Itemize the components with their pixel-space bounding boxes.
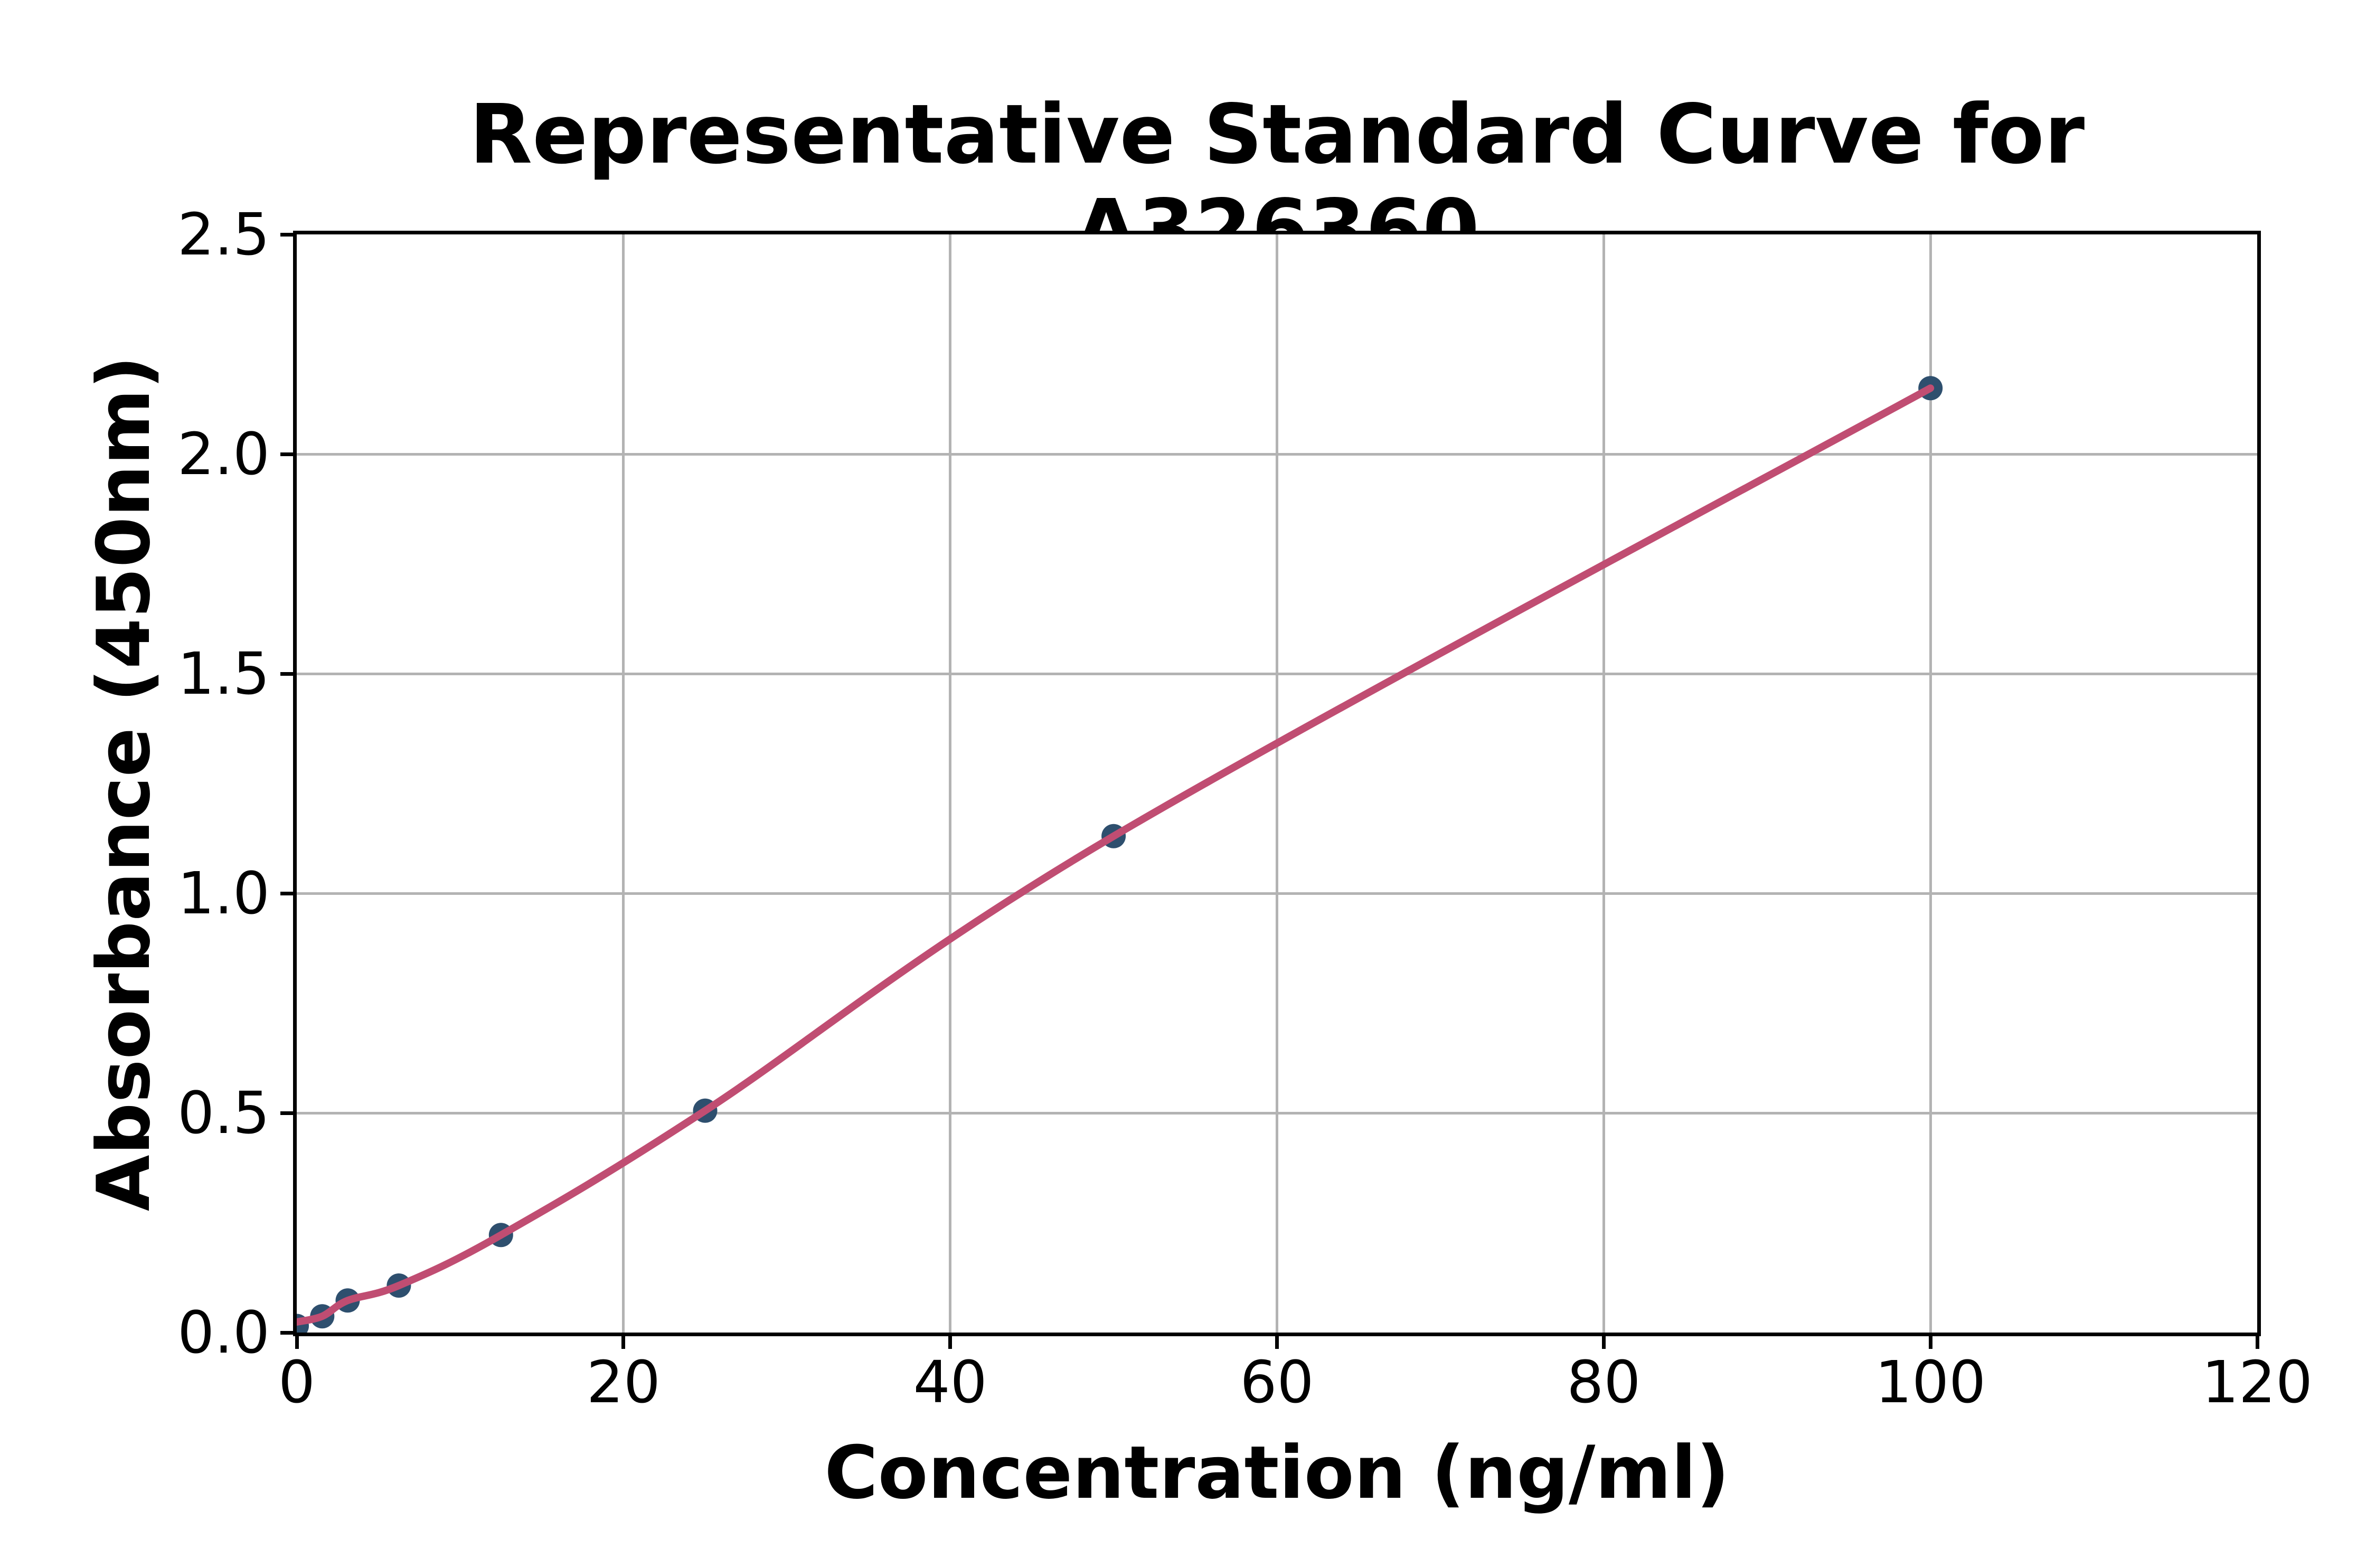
- x-tick-label-40: 40: [913, 1348, 987, 1416]
- x-tick-label-80: 80: [1567, 1348, 1641, 1416]
- y-tick-1: [280, 891, 293, 895]
- plot-area: [293, 231, 2261, 1336]
- y-tick-0: [280, 1330, 293, 1335]
- vertical-gridline-40: [949, 234, 952, 1333]
- vertical-gridline-60: [1276, 234, 1278, 1333]
- vertical-gridline-20: [622, 234, 625, 1333]
- x-tick-label-20: 20: [586, 1348, 661, 1416]
- plot-inner-region: [297, 234, 2257, 1333]
- horizontal-gridline-1.5: [297, 672, 2257, 675]
- y-tick-label-1: 1.0: [177, 859, 270, 927]
- x-tick-20: [621, 1336, 626, 1349]
- x-tick-60: [1275, 1336, 1279, 1349]
- vertical-gridline-100: [1929, 234, 1932, 1333]
- x-tick-120: [2255, 1336, 2259, 1349]
- y-tick-2.5: [280, 232, 293, 237]
- x-axis-title: Concentration (ng/ml): [824, 1430, 1730, 1515]
- chart-title: Representative Standard Curve for A32636…: [469, 87, 2085, 277]
- x-tick-0: [295, 1336, 299, 1349]
- y-tick-label-0: 0.0: [177, 1299, 270, 1366]
- x-tick-label-0: 0: [278, 1348, 315, 1416]
- y-tick-1.5: [280, 672, 293, 676]
- y-tick-label-2: 2.0: [177, 420, 270, 488]
- x-tick-100: [1928, 1336, 1932, 1349]
- y-tick-2: [280, 452, 293, 456]
- x-tick-40: [948, 1336, 953, 1349]
- x-tick-label-60: 60: [1240, 1348, 1314, 1416]
- horizontal-gridline-2: [297, 452, 2257, 456]
- vertical-gridline-80: [1602, 234, 1605, 1333]
- y-tick-label-1.5: 1.5: [177, 640, 270, 707]
- curve-and-points-canvas: [297, 376, 1943, 1333]
- y-tick-label-2.5: 2.5: [177, 201, 270, 268]
- horizontal-gridline-1: [297, 892, 2257, 895]
- x-tick-80: [1601, 1336, 1606, 1349]
- y-axis-title: Absorbance (450nm): [81, 355, 166, 1212]
- fitted-curve: [297, 384, 1935, 1326]
- y-tick-0.5: [280, 1111, 293, 1115]
- y-tick-label-0.5: 0.5: [177, 1079, 270, 1147]
- x-tick-label-100: 100: [1875, 1348, 1986, 1416]
- horizontal-gridline-0.5: [297, 1111, 2257, 1114]
- x-tick-label-120: 120: [2202, 1348, 2313, 1416]
